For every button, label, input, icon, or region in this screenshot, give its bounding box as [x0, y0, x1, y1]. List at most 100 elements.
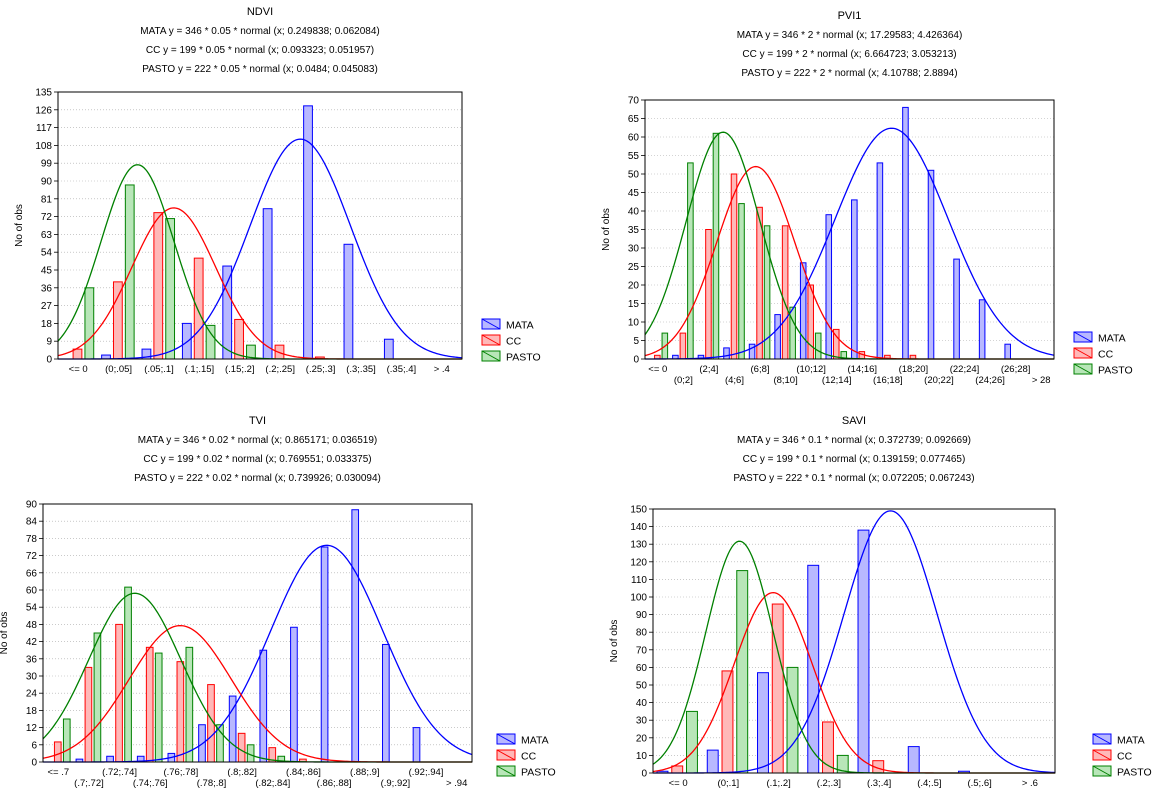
x-tick-label: (0;2] — [674, 375, 693, 386]
x-tick-label: (26;28] — [1001, 364, 1031, 375]
x-tick-label: (20;22] — [924, 375, 954, 386]
y-tick-label: 63 — [41, 230, 53, 241]
y-tick-label: 108 — [35, 141, 52, 152]
bar-pasto — [62, 718, 71, 763]
y-axis-label: No of obs — [609, 620, 620, 663]
y-tick-label: 50 — [628, 170, 640, 181]
legend-swatch-diagonal — [1092, 765, 1112, 777]
y-tick-label: 20 — [628, 281, 640, 292]
chart-panel-ndvi: NDVI MATA y = 346 * 0.05 * normal (x; 0.2… — [14, 6, 541, 375]
bar-pasto — [124, 586, 132, 763]
y-tick-label: 90 — [636, 610, 648, 621]
y-axis-label: No of obs — [0, 612, 10, 655]
x-tick-label: (.88;.9] — [350, 767, 380, 778]
legend-swatch-diagonal — [496, 733, 516, 745]
chart-subtitle: CC y = 199 * 0.05 * normal (x; 0.093323;… — [146, 45, 374, 56]
plot-frame — [644, 99, 1055, 360]
fit-curve-pasto — [652, 540, 1055, 774]
x-tick-label: (2;4] — [699, 364, 718, 375]
bar-mata — [774, 314, 781, 360]
y-tick-label: 54 — [26, 603, 38, 614]
x-tick-label: (.1;.15] — [185, 364, 215, 375]
y-tick-label: 80 — [636, 628, 648, 639]
y-tick-label: 72 — [41, 212, 53, 223]
bar-mata — [799, 262, 807, 360]
y-tick-label: 140 — [630, 522, 647, 533]
chart-subtitle: PASTO y = 222 * 0.05 * normal (x; 0.0484… — [142, 64, 378, 75]
y-tick-label: 36 — [26, 654, 38, 665]
plot-frame — [42, 503, 473, 763]
y-tick-label: 45 — [628, 188, 640, 199]
y-tick-label: 6 — [31, 740, 37, 751]
x-tick-label: > .4 — [434, 364, 450, 375]
bar-cc — [112, 281, 123, 360]
chart-panel-tvi: TVI MATA y = 346 * 0.02 * normal (x; 0.86… — [0, 415, 556, 789]
x-tick-label: (18;20] — [899, 364, 929, 375]
y-tick-label: 72 — [26, 551, 38, 562]
x-tick-label: <= 0 — [669, 778, 688, 789]
bar-cc — [705, 229, 712, 360]
x-tick-label: <= 0 — [69, 364, 88, 375]
x-tick-label: (.25;.3] — [306, 364, 336, 375]
y-tick-label: 84 — [26, 517, 38, 528]
x-tick-label: (.86;.88] — [317, 778, 352, 789]
y-tick-label: 81 — [41, 194, 53, 205]
bar-cc — [730, 173, 738, 360]
x-tick-label: (24;26] — [975, 375, 1005, 386]
y-tick-label: 70 — [628, 96, 640, 107]
x-tick-label: (.35;.4] — [387, 364, 417, 375]
y-tick-label: 78 — [26, 534, 38, 545]
x-tick-label: (0;.05] — [105, 364, 132, 375]
y-tick-label: 54 — [41, 248, 53, 259]
legend-swatch-diagonal — [496, 765, 516, 777]
chart-subtitle: MATA y = 346 * 2 * normal (x; 17.29583; … — [737, 30, 963, 41]
bar-cc — [115, 623, 123, 763]
x-tick-label: (.15;.2] — [225, 364, 255, 375]
legend-label-mata: MATA — [521, 735, 549, 747]
bar-pasto — [686, 710, 698, 774]
x-tick-label: > 28 — [1032, 375, 1051, 386]
bar-mata — [927, 169, 935, 360]
bar-mata — [222, 265, 233, 360]
fit-curve-cc — [652, 591, 1055, 774]
bar-pasto — [154, 652, 163, 763]
x-tick-label: (.2;.3] — [817, 778, 841, 789]
bar-mata — [851, 199, 858, 360]
x-tick-label: (.2;.25] — [265, 364, 295, 375]
x-tick-label: (14;16] — [847, 364, 877, 375]
y-tick-label: 60 — [26, 586, 38, 597]
bar-pasto — [738, 203, 745, 360]
legend-swatch-diagonal — [1092, 733, 1112, 745]
x-tick-label: > .94 — [446, 778, 467, 789]
y-tick-label: 60 — [628, 133, 640, 144]
bar-cc — [153, 212, 164, 360]
bar-mata — [857, 529, 870, 774]
chart-title: PVI1 — [838, 10, 862, 22]
bar-pasto — [687, 162, 694, 360]
bar-cc — [679, 332, 687, 360]
fit-curve-pasto — [42, 592, 472, 763]
x-tick-label: (4;6] — [725, 375, 744, 386]
bar-cc — [237, 732, 246, 763]
y-axis-label: No of obs — [601, 208, 612, 251]
x-tick-label: (.9;.92] — [381, 778, 411, 789]
y-tick-label: 10 — [628, 318, 640, 329]
chart-title: SAVI — [842, 415, 866, 427]
legend-label-pasto: PASTO — [506, 352, 541, 364]
bar-mata — [320, 546, 329, 763]
y-tick-label: 150 — [630, 505, 647, 516]
chart-subtitle: PASTO y = 222 * 0.02 * normal (x; 0.7399… — [134, 473, 381, 484]
y-tick-label: 30 — [636, 716, 648, 727]
bar-mata — [978, 299, 986, 360]
x-tick-label: (.4;.5] — [917, 778, 941, 789]
y-tick-label: 40 — [636, 698, 648, 709]
chart-subtitle: CC y = 199 * 0.02 * normal (x; 0.769551;… — [143, 454, 371, 465]
bar-mata — [383, 338, 394, 360]
chart-title: TVI — [249, 415, 266, 427]
x-tick-label: (.3;.4] — [867, 778, 891, 789]
x-tick-label: (.72;.74] — [102, 767, 137, 778]
x-tick-label: (12;14] — [822, 375, 852, 386]
bar-cc — [807, 284, 814, 360]
legend-label-cc: CC — [506, 336, 522, 348]
plot-frame — [652, 508, 1056, 774]
